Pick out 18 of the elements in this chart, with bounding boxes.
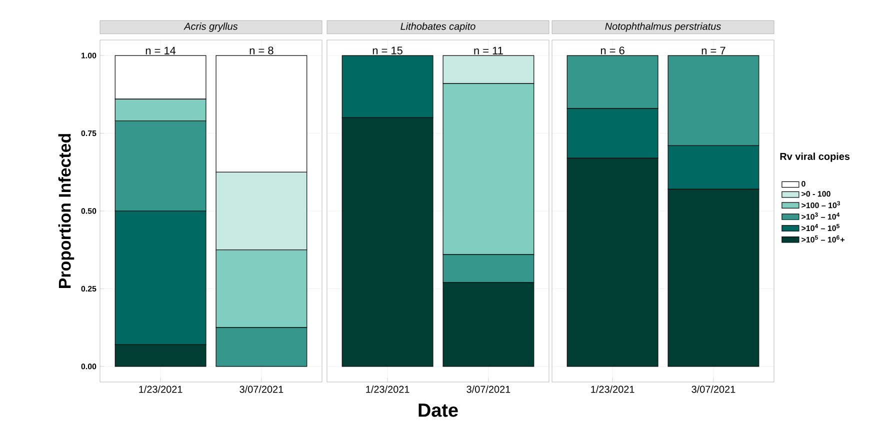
annotation: n = 7 [702, 46, 726, 54]
annotation: n = 6 [600, 46, 624, 54]
x-tick-label: 1/23/2021 [139, 386, 182, 393]
chart-title: Acris gryllus [184, 22, 238, 32]
x-axis-title: Date [418, 404, 458, 417]
x-tick-label: 1/23/2021 [591, 386, 634, 393]
x-tick-label: 3/07/2021 [240, 386, 284, 393]
legend-title: Rv viral copies [780, 152, 850, 162]
x-tick-label: 3/07/2021 [466, 386, 510, 393]
annotation: n = 8 [250, 46, 274, 54]
chart-title: Notophthalmus perstriatus [605, 22, 721, 32]
x-tick-label: 1/23/2021 [366, 386, 410, 393]
chart-title: Lithobates capito [400, 22, 476, 32]
annotation: n = 11 [474, 46, 503, 54]
annotation: n = 15 [372, 46, 402, 54]
annotation: n = 14 [146, 46, 176, 54]
y-axis-title: Proportion Infected [58, 134, 74, 288]
x-tick-label: 3/07/2021 [692, 386, 736, 393]
